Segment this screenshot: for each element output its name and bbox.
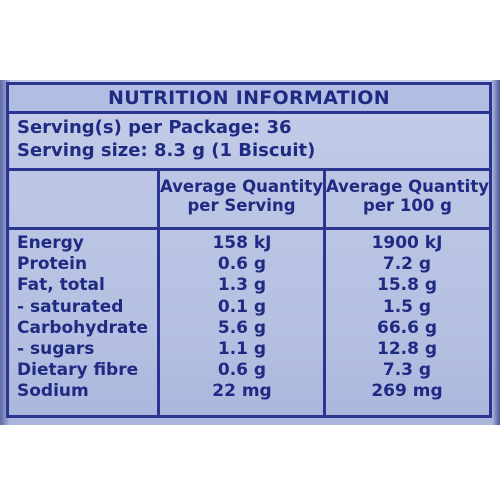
package-edge-left [0, 80, 10, 425]
table-row: - saturated 0.1 g 1.5 g [9, 297, 489, 318]
table-row: Energy 158 kJ 1900 kJ [9, 233, 489, 254]
per-100g-value: 1.5 g [382, 296, 432, 317]
table-row: - sugars 1.1 g 12.8 g [9, 339, 489, 360]
column-header-per-serving: Average Quantity per Serving [160, 177, 323, 215]
nutrition-panel: NUTRITION INFORMATION Serving(s) per Pac… [6, 82, 492, 418]
nutrient-label: Carbohydrate [17, 317, 149, 338]
nutrient-rows: Energy 158 kJ 1900 kJ Protein 0.6 g 7.2 … [9, 233, 489, 403]
column-header-per-serving-line2: per Serving [187, 196, 296, 215]
header-bottom-rule [9, 227, 489, 230]
servings-per-package: Serving(s) per Package: 36 [17, 117, 292, 138]
table-row: Sodium 22 mg 269 mg [9, 381, 489, 402]
package-background [0, 80, 500, 425]
per-serving-value: 1.3 g [217, 275, 267, 296]
package-edge-right [492, 80, 500, 425]
per-serving-value: 5.6 g [217, 317, 267, 338]
nutrient-label: Energy [17, 233, 84, 253]
per-100g-value: 15.8 g [376, 275, 438, 296]
per-serving-value: 0.6 g [217, 254, 267, 275]
table-row: Dietary fibre 0.6 g 7.3 g [9, 360, 489, 381]
per-100g-value: 1900 kJ [371, 233, 443, 253]
per-100g-value: 7.3 g [382, 360, 432, 381]
column-header-per-serving-line1: Average Quantity [160, 177, 323, 196]
per-100g-value: 66.6 g [376, 317, 438, 338]
per-serving-value: 22 mg [212, 381, 272, 402]
column-header-per-100g: Average Quantity per 100 g [326, 177, 489, 215]
table-row: Fat, total 1.3 g 15.8 g [9, 275, 489, 296]
table-row: Protein 0.6 g 7.2 g [9, 254, 489, 275]
column-divider-right [323, 171, 326, 415]
nutrient-label: - sugars [17, 338, 95, 359]
nutrient-label: Fat, total [17, 275, 105, 296]
per-serving-value: 0.1 g [217, 296, 267, 317]
nutrient-label: Dietary fibre [17, 360, 139, 381]
column-header-per-100g-line2: per 100 g [363, 196, 452, 215]
serving-size: Serving size: 8.3 g (1 Biscuit) [17, 140, 316, 161]
header-top-rule [9, 168, 489, 171]
per-serving-value: 0.6 g [217, 360, 267, 381]
per-100g-value: 7.2 g [382, 254, 432, 275]
column-divider-left [157, 171, 160, 415]
nutrient-label: - saturated [17, 296, 124, 317]
panel-title: NUTRITION INFORMATION [9, 85, 489, 114]
column-header-per-100g-line1: Average Quantity [326, 177, 489, 196]
table-row: Carbohydrate 5.6 g 66.6 g [9, 318, 489, 339]
per-serving-value: 158 kJ [212, 233, 272, 253]
per-100g-value: 269 mg [371, 381, 443, 402]
nutrient-label: Protein [17, 254, 88, 275]
per-serving-value: 1.1 g [217, 338, 267, 359]
per-100g-value: 12.8 g [376, 338, 438, 359]
nutrient-label: Sodium [17, 381, 89, 402]
